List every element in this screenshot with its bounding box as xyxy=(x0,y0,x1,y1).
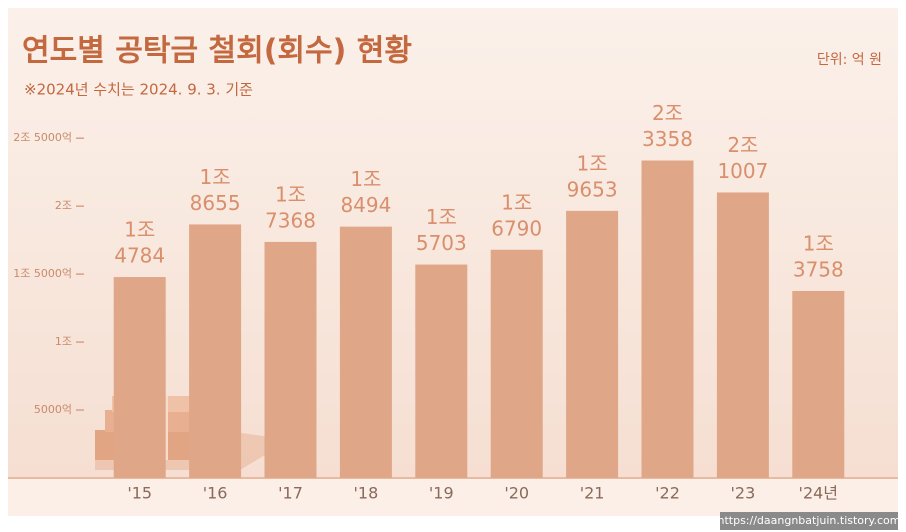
value-label: 1007 xyxy=(717,159,768,183)
subtitle: ※2024년 수치는 2024. 9. 3. 기준 xyxy=(24,81,253,99)
value-label: 1조 xyxy=(275,182,306,206)
bar xyxy=(716,192,769,479)
watermark: https://daangnbatjuin.tistory.com xyxy=(717,514,900,527)
bar xyxy=(189,224,242,478)
x-tick-label: '19 xyxy=(429,484,454,503)
value-label: 1조 xyxy=(426,205,457,229)
value-label: 8494 xyxy=(340,193,391,217)
value-label: 1조 xyxy=(200,165,231,189)
value-label: 6790 xyxy=(491,216,542,240)
bar xyxy=(113,277,166,478)
value-label: 8655 xyxy=(190,191,241,215)
x-tick-label: '21 xyxy=(580,484,605,503)
value-label: 1조 xyxy=(350,167,381,191)
value-label: 2조 xyxy=(652,101,683,125)
watermark-box xyxy=(720,512,898,530)
value-label: 1조 xyxy=(577,151,608,175)
x-tick-label: '15 xyxy=(127,484,152,503)
x-tick-label: '23 xyxy=(731,484,756,503)
value-label: 2조 xyxy=(727,133,758,157)
y-tick-label: 1조 5000억 xyxy=(13,267,72,280)
bar xyxy=(792,290,845,478)
bar xyxy=(490,249,543,478)
value-label: 5703 xyxy=(416,231,467,255)
x-tick-label: '24년 xyxy=(799,484,838,503)
x-tick-label: '20 xyxy=(504,484,529,503)
x-tick-label: '16 xyxy=(203,484,228,503)
bar xyxy=(339,226,392,478)
value-label: 3758 xyxy=(793,257,844,281)
y-tick-label: 2조 xyxy=(55,199,72,212)
value-label: 7368 xyxy=(265,208,316,232)
value-label: 1조 xyxy=(803,231,834,255)
y-tick-label: 1조 xyxy=(55,335,72,348)
bar xyxy=(415,264,468,478)
bar xyxy=(264,241,317,478)
x-tick-label: '18 xyxy=(354,484,379,503)
value-label: 4784 xyxy=(114,244,165,268)
y-tick-label: 5000억 xyxy=(34,403,72,416)
bar xyxy=(566,210,619,478)
value-label: 1조 xyxy=(124,218,155,242)
chart-title: 연도별 공탁금 철회(회수) 현황 xyxy=(22,34,412,69)
floor xyxy=(8,478,898,516)
unit-label: 단위: 억 원 xyxy=(817,52,882,68)
value-label: 3358 xyxy=(642,127,693,151)
y-tick-label: 2조 5000억 xyxy=(13,131,72,144)
x-tick-label: '22 xyxy=(655,484,680,503)
value-label: 1조 xyxy=(501,190,532,214)
bar xyxy=(641,160,694,479)
x-tick-label: '17 xyxy=(278,484,303,503)
value-label: 9653 xyxy=(567,177,618,201)
